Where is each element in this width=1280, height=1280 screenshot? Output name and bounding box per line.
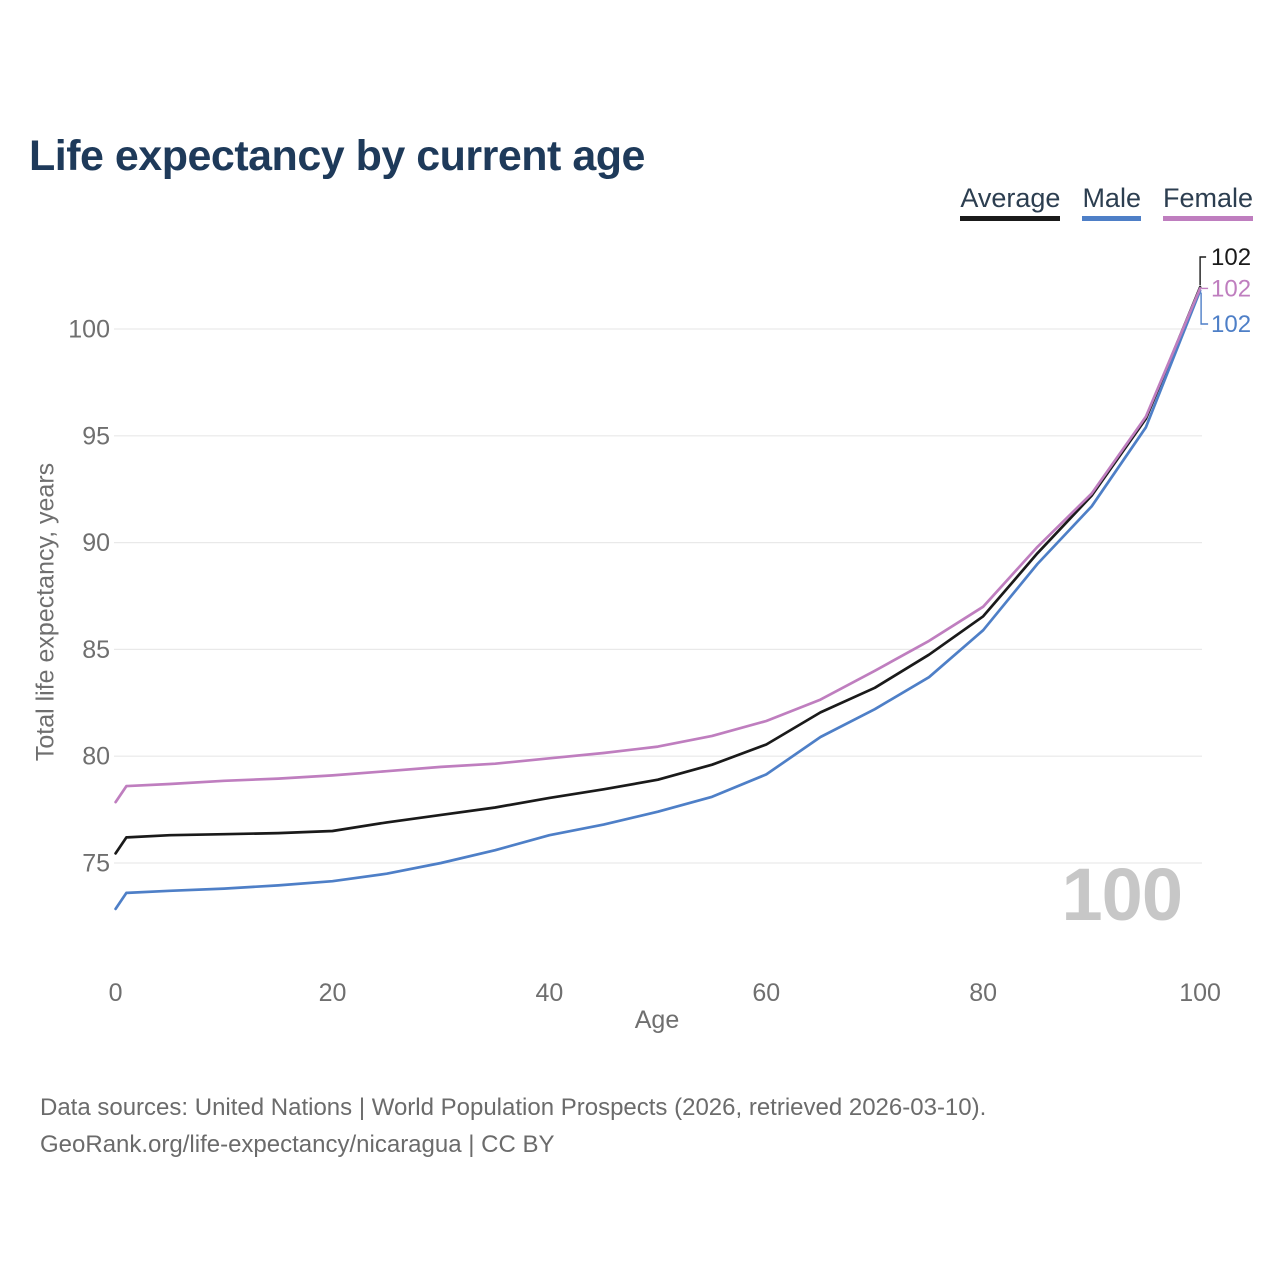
end-label-male: 102 — [1211, 311, 1251, 338]
end-label-female: 102 — [1211, 275, 1251, 302]
y-tick-label-100: 100 — [68, 316, 110, 344]
x-tick-label-20: 20 — [319, 979, 347, 1007]
chart-footer: Data sources: United Nations | World Pop… — [40, 1089, 986, 1163]
legend-item-female[interactable]: Female — [1162, 185, 1253, 221]
footer-attribution: GeoRank.org/life-expectancy/nicaragua | … — [40, 1131, 555, 1158]
x-axis-title: Age — [634, 1006, 680, 1034]
y-tick-label-85: 85 — [82, 636, 110, 664]
end-label-average: 102 — [1211, 244, 1251, 271]
y-axis-title: Total life expectancy, years — [31, 462, 60, 762]
series-line-average — [114, 285, 1202, 855]
footer-data-sources: Data sources: United Nations | World Pop… — [40, 1094, 987, 1121]
x-tick-label-80: 80 — [969, 979, 997, 1007]
legend-item-male[interactable]: Male — [1082, 185, 1141, 221]
end-label-leader-male — [1200, 292, 1209, 325]
y-tick-label-95: 95 — [82, 422, 110, 450]
x-tick-label-60: 60 — [752, 979, 780, 1007]
y-tick-label-90: 90 — [82, 529, 110, 557]
chart-title: Life expectancy by current age — [29, 131, 645, 180]
legend: Average Male Female — [960, 185, 1253, 221]
x-tick-label-100: 100 — [1179, 979, 1221, 1007]
series-line-female — [114, 287, 1202, 804]
watermark-age-100: 100 — [1061, 853, 1183, 936]
y-tick-label-80: 80 — [82, 743, 110, 771]
legend-item-average[interactable]: Average — [960, 185, 1061, 221]
series-line-male — [114, 289, 1202, 911]
x-tick-label-0: 0 — [109, 979, 123, 1007]
y-tick-label-75: 75 — [82, 850, 110, 878]
x-tick-label-40: 40 — [535, 979, 563, 1007]
end-label-leader-average — [1199, 256, 1207, 286]
